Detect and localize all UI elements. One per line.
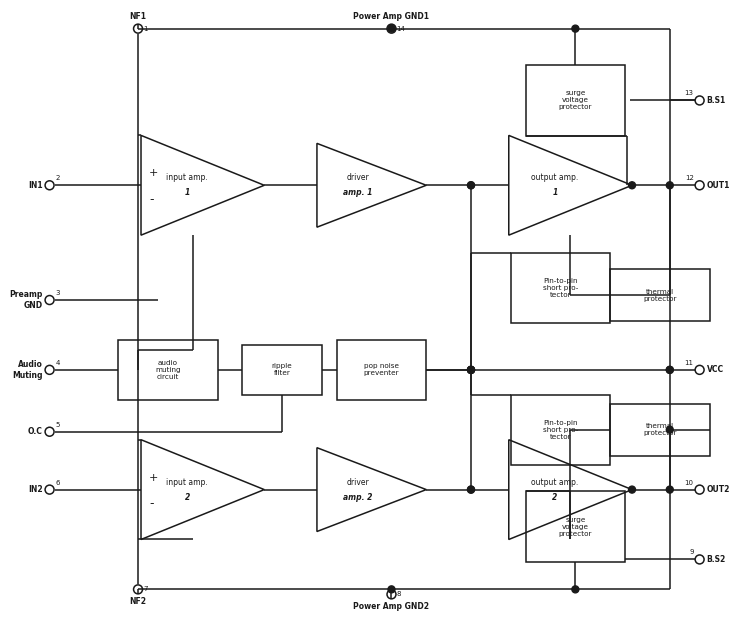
Circle shape [666,182,674,189]
Text: +: + [149,473,158,483]
Text: IN1: IN1 [28,181,43,190]
Bar [118,340,218,400]
Text: NF2: NF2 [130,597,146,607]
Text: surge
voltage
protector: surge voltage protector [559,90,592,110]
Text: OUT1: OUT1 [706,181,730,190]
Text: output amp.: output amp. [531,478,578,487]
Text: 2: 2 [56,175,60,181]
Text: Preamp
GND: Preamp GND [9,290,43,310]
Text: VCC: VCC [706,365,724,374]
Text: 5: 5 [56,422,60,428]
Text: driver: driver [346,173,369,182]
Bar [511,253,610,323]
Text: 2: 2 [552,493,557,501]
Text: 1: 1 [552,188,557,197]
Text: amp. 1: amp. 1 [344,188,373,197]
Text: ripple
filter: ripple filter [272,363,292,376]
Bar [511,395,610,465]
Text: +: + [149,168,158,178]
Text: IN2: IN2 [28,485,43,494]
Text: surge
voltage
protector: surge voltage protector [559,516,592,537]
Text: Power Amp GND2: Power Amp GND2 [353,602,430,612]
Text: NF1: NF1 [130,12,146,20]
Circle shape [388,586,395,593]
Circle shape [467,182,475,189]
Text: input amp.: input amp. [166,173,208,182]
Text: 1: 1 [184,188,190,197]
Text: B.S1: B.S1 [706,96,726,105]
Text: 11: 11 [685,360,694,366]
Circle shape [628,182,635,189]
Text: B.S2: B.S2 [706,555,726,564]
Text: 10: 10 [685,480,694,485]
Text: input amp.: input amp. [166,478,208,487]
Text: 14: 14 [397,25,405,32]
Text: driver: driver [346,478,369,487]
Circle shape [467,366,475,373]
Circle shape [467,486,475,493]
Text: 12: 12 [685,175,694,181]
Text: output amp.: output amp. [531,173,578,182]
Bar [610,404,710,456]
Text: Audio
Muting: Audio Muting [12,360,43,379]
Circle shape [467,366,475,373]
Bar [526,491,625,563]
Text: Pin-to-pin
short pro-
tector: Pin-to-pin short pro- tector [543,278,578,298]
Circle shape [628,486,635,493]
Circle shape [467,182,475,189]
Text: thermal
protector: thermal protector [643,423,676,436]
Circle shape [666,366,674,373]
Text: OUT2: OUT2 [706,485,730,494]
Text: amp. 2: amp. 2 [344,493,373,501]
Circle shape [467,366,475,373]
Text: O.C: O.C [28,427,43,436]
Text: 13: 13 [685,90,694,97]
Circle shape [572,25,579,32]
Text: 2: 2 [184,493,190,501]
Text: 4: 4 [56,360,60,366]
Text: 7: 7 [143,586,148,592]
Circle shape [666,486,674,493]
Circle shape [572,586,579,593]
Bar [610,269,710,321]
Text: -: - [149,497,154,510]
Circle shape [666,366,674,373]
Text: 6: 6 [56,480,60,485]
Text: Power Amp GND1: Power Amp GND1 [353,12,430,20]
Text: pop noise
preventer: pop noise preventer [364,363,399,376]
Text: Pin-to-pin
short pro-
tector: Pin-to-pin short pro- tector [543,420,578,439]
Circle shape [467,366,475,373]
Circle shape [666,426,674,433]
Bar [526,64,625,136]
Text: -: - [149,193,154,206]
Text: 8: 8 [397,591,401,597]
Text: 3: 3 [56,290,60,296]
Text: audio
muting
circuit: audio muting circuit [155,360,181,380]
Bar [337,340,426,400]
Circle shape [467,486,475,493]
Bar [242,345,322,395]
Text: 9: 9 [689,550,694,555]
Text: thermal
protector: thermal protector [643,288,676,301]
Circle shape [388,25,395,32]
Text: 1: 1 [143,25,148,32]
